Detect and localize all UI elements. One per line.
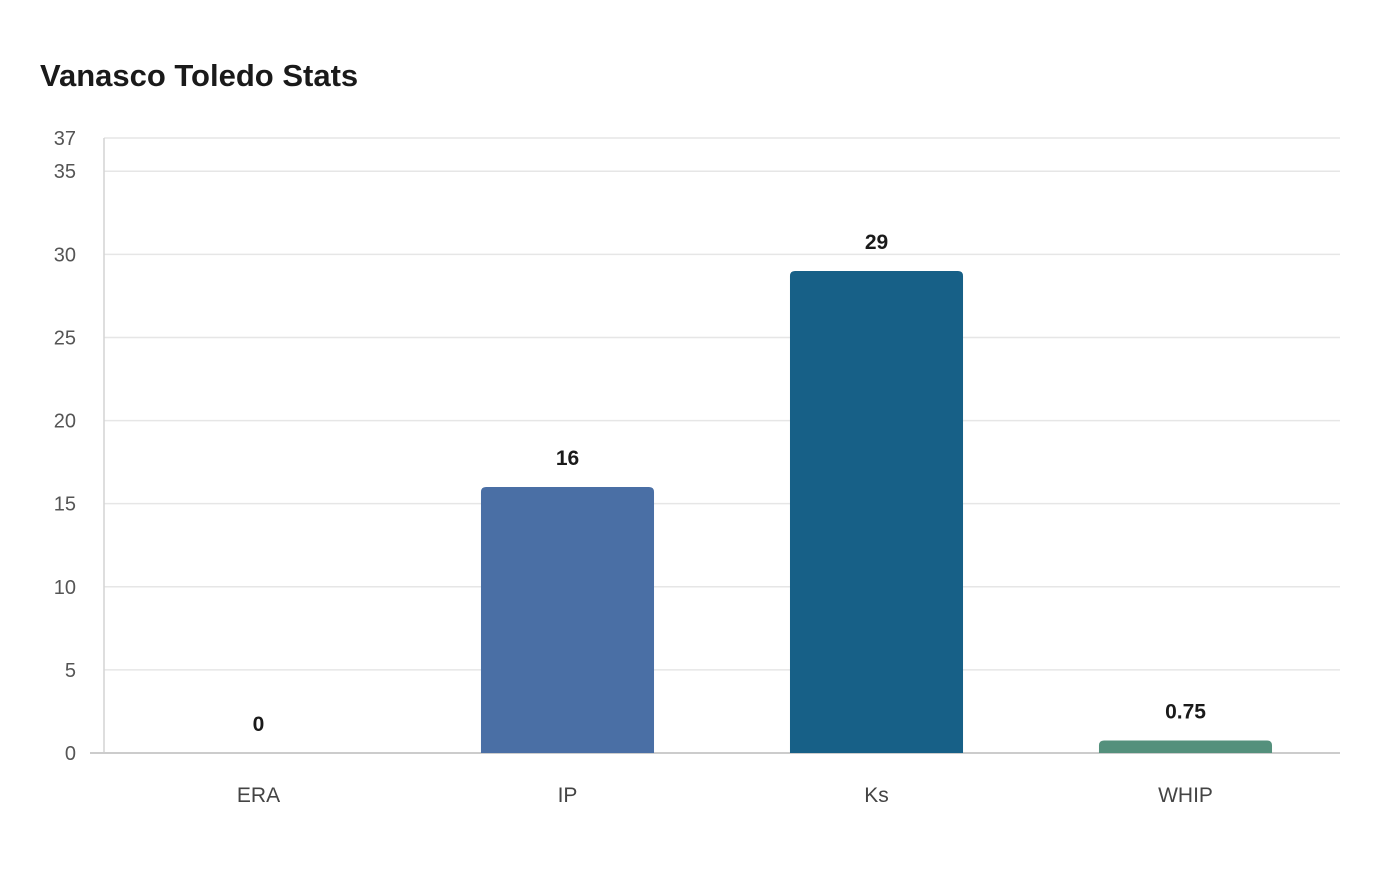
data-label-whip: 0.75 bbox=[1165, 701, 1206, 724]
grid-lines bbox=[104, 137, 1340, 671]
bar-ip bbox=[480, 487, 655, 753]
y-tick-label: 20 bbox=[54, 411, 76, 433]
y-tick-label: 30 bbox=[54, 244, 76, 266]
chart-title: Vanasco Toledo Stats bbox=[40, 58, 359, 93]
category-label-ks: Ks bbox=[864, 784, 889, 807]
y-tick-labels: 0 5 10 15 20 25 30 35 37 bbox=[54, 128, 76, 765]
y-tick-label: 10 bbox=[54, 577, 76, 599]
data-label-era: 0 bbox=[253, 713, 265, 736]
y-tick-label: 5 bbox=[65, 660, 76, 682]
bars bbox=[480, 270, 1273, 753]
y-tick-label: 25 bbox=[54, 327, 76, 349]
data-labels: 0 16 29 0.75 bbox=[253, 231, 1207, 736]
y-tick-label: 37 bbox=[54, 128, 76, 150]
axes bbox=[90, 138, 1340, 754]
data-label-ip: 16 bbox=[556, 447, 579, 470]
data-label-ks: 29 bbox=[865, 231, 888, 254]
y-tick-label: 35 bbox=[54, 161, 76, 183]
bar-whip bbox=[1098, 740, 1273, 753]
category-labels: ERA IP Ks WHIP bbox=[237, 784, 1213, 807]
bar-ks bbox=[789, 270, 964, 753]
y-tick-label: 15 bbox=[54, 494, 76, 516]
category-label-whip: WHIP bbox=[1158, 784, 1213, 807]
category-label-ip: IP bbox=[558, 784, 578, 807]
category-label-era: ERA bbox=[237, 784, 280, 807]
y-tick-label: 0 bbox=[65, 743, 76, 765]
